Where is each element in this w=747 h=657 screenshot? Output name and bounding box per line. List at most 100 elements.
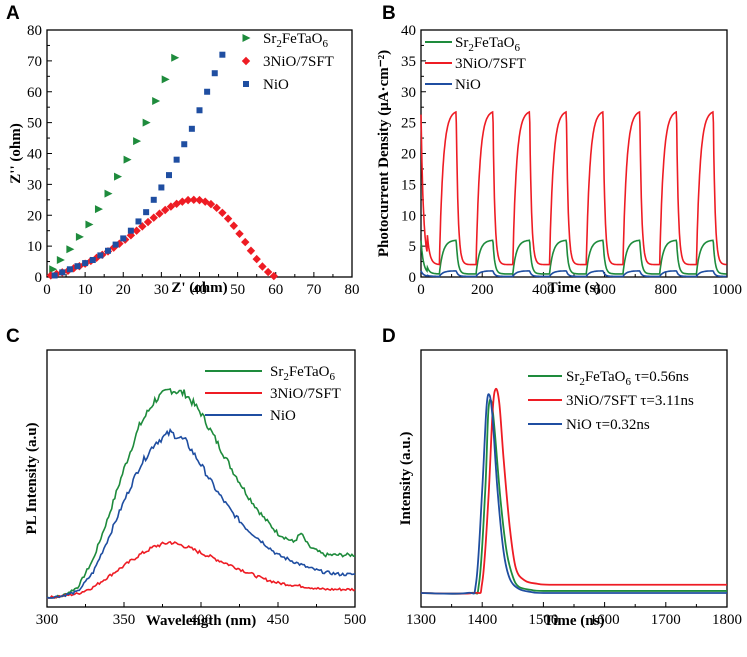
panel-d-xtick-label: 1700 [651, 612, 681, 628]
panel-a-sft-point [123, 155, 132, 164]
panel-a-xlabel: Z' (ohm) [171, 280, 227, 296]
panel-a-nio-sft-point [263, 267, 273, 277]
panel-a-nio-point [196, 107, 203, 114]
panel-b-xtick-label: 1000 [712, 282, 742, 298]
panel-d-nio-line [420, 393, 727, 595]
panel-a-nio-point [74, 263, 81, 270]
panel-a-nio-sft-point [246, 246, 256, 255]
panel-c-xtick-label: 300 [36, 612, 59, 628]
panel-b-xtick-label: 800 [655, 282, 678, 298]
panel-a-nio-point [120, 235, 127, 242]
panel-a-nio-sft-point [126, 231, 136, 240]
panel-a-nio-sft-point [132, 226, 141, 235]
panel-b-nio-sft-line [420, 110, 727, 266]
panel-b-ytick-label: 30 [401, 85, 416, 101]
panel-c-xtick-label: 400 [190, 612, 213, 628]
panel-a-nio-sft-point [212, 203, 221, 213]
panel-b-xtick-label: 200 [471, 282, 494, 298]
panel-b-ytick-label: 15 [401, 177, 416, 193]
panel-a-sft-point [66, 245, 75, 254]
panel-a-nio-point [181, 141, 188, 148]
panel-a-nio-point [150, 196, 157, 203]
panel-a-ytick-label: 40 [27, 147, 42, 163]
panel-a-legend-label: 3NiO/7SFT [263, 54, 334, 70]
panel-b-ylabel: Photocurrent Density (μA·cm⁻²) [376, 50, 392, 257]
panel-a-nio-sft-point [223, 214, 233, 223]
panel-a-xtick-label: 60 [268, 282, 283, 298]
panel-a-nio-point [219, 51, 226, 58]
panel-a-legend-marker [243, 81, 249, 87]
panel-a-ytick-label: 10 [27, 239, 42, 255]
panel-a-nio-point [59, 269, 66, 276]
panel-c-xtick-label: 500 [344, 612, 367, 628]
panel-b-xlabel: Time (s) [548, 280, 601, 296]
panel-c-sft-line [46, 388, 356, 599]
panel-c-legend-label: Sr2FeTaO6 [270, 364, 335, 383]
panel-a-nio-sft-point [206, 199, 216, 209]
panel-d-legend-label: NiO τ=0.32ns [566, 417, 650, 433]
panel-a-nio-sft-point [195, 195, 204, 205]
panel-a-sft-point [94, 205, 103, 214]
panel-d-xtick-label: 1500 [528, 612, 558, 628]
panel-a-nio-sft-point [149, 213, 158, 222]
panel-a-nio-point [97, 252, 104, 259]
panel-a-nio-sft-point [160, 205, 170, 215]
panel-a-nio-point [82, 260, 89, 267]
panel-b-nio-line [420, 270, 727, 278]
panel-a-ytick-label: 20 [27, 208, 42, 224]
panel-d-sft-line [420, 398, 727, 595]
panel-c-legend-label: 3NiO/7SFT [270, 386, 341, 402]
panel-label-b: B [382, 3, 396, 24]
panel-a-sft-point [56, 256, 65, 265]
panel-a-nio-point [127, 227, 134, 234]
panel-b-ytick-label: 0 [409, 270, 417, 286]
panel-c-xtick-label: 350 [113, 612, 136, 628]
panel-a-nio-point [66, 266, 73, 273]
panel-a-sft-point [49, 265, 58, 274]
panel-b-ytick-label: 20 [401, 147, 416, 163]
panel-a-xtick-label: 20 [116, 282, 131, 298]
panel-a-nio-point [51, 272, 58, 279]
panel-a-ytick-label: 60 [27, 85, 42, 101]
panel-a-nio-sft-point [241, 237, 250, 247]
panel-a-sft-point [104, 189, 113, 198]
panel-a-nio-point [158, 184, 165, 191]
panel-label-c: C [6, 326, 20, 347]
panel-a-sft-point [114, 172, 123, 181]
panel-d-xlabel: Time (ns) [544, 613, 605, 629]
panel-a-nio-point [204, 88, 211, 95]
panel-d-xtick-label: 1400 [467, 612, 497, 628]
panel-b-sft-line [420, 239, 727, 275]
panel-a-xtick-label: 30 [154, 282, 169, 298]
panel-a-nio-sft-point [166, 202, 176, 211]
panel-b-ytick-label: 5 [409, 239, 417, 255]
panel-a-xtick-label: 40 [192, 282, 207, 298]
panel-b-ytick-label: 35 [401, 54, 416, 70]
panel-c-nio-sft-line [46, 540, 356, 599]
panel-d-nio-sft-line [420, 387, 727, 595]
panel-a-nio-sft-point [218, 208, 227, 217]
panel-a-sft-point [142, 118, 151, 127]
panel-a-xtick-label: 70 [306, 282, 321, 298]
panel-a-xtick-label: 0 [43, 282, 51, 298]
panel-a-nio-point [143, 209, 150, 216]
panel-a-nio-sft-point [155, 209, 164, 218]
panel-a-ytick-label: 0 [35, 270, 43, 286]
panel-d-legend-label: Sr2FeTaO6 τ=0.56ns [566, 369, 689, 388]
panel-c-legend-label: NiO [270, 408, 296, 424]
panel-a-nio-sft-point [235, 229, 244, 238]
panel-a-ytick-label: 50 [27, 116, 42, 132]
panel-d-legend-label: 3NiO/7SFT τ=3.11ns [566, 393, 694, 409]
panel-b-xtick-label: 400 [532, 282, 555, 298]
panel-d-xtick-label: 1600 [590, 612, 620, 628]
panel-b-legend-label: 3NiO/7SFT [455, 56, 526, 72]
panel-a-sft-point [133, 137, 142, 146]
panel-d-ylabel: Intensity (a.u.) [398, 432, 414, 526]
panel-a-nio-sft-point [115, 239, 124, 248]
panel-b-xtick-label: 0 [417, 282, 425, 298]
panel-a-sft-point [85, 220, 94, 229]
panel-a-nio-point [135, 218, 142, 225]
panel-a-nio-point [112, 241, 119, 248]
panel-a-nio-sft-point [229, 221, 239, 230]
panel-c-ylabel: PL Intensity (a.u) [24, 422, 40, 534]
